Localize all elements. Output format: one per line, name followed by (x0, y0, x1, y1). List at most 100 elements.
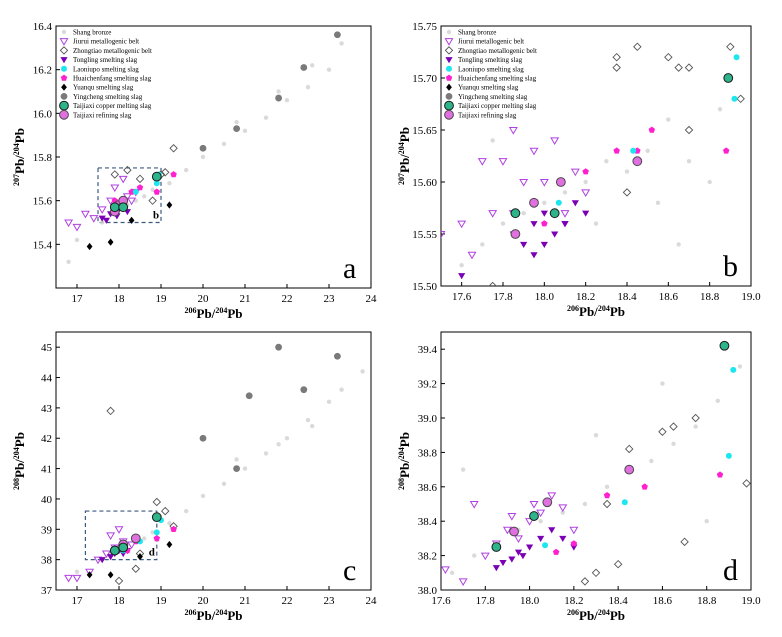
laoniupo-point (153, 529, 160, 536)
tongling-point (98, 215, 106, 222)
y-tick-label: 38.8 (418, 447, 438, 459)
tongling-point (530, 252, 538, 259)
legend-label: Huaichenfang smelting slag (458, 75, 537, 83)
yingcheng-point (233, 465, 241, 472)
taijiaxi_refining-point (130, 533, 141, 544)
legend-marker-taijiaxi_copper (59, 100, 69, 111)
bronze-point (276, 442, 281, 447)
zhongtiao-point (106, 406, 115, 416)
legend-label: Taijiaxi refining slag (458, 111, 517, 119)
laoniupo-point (132, 188, 139, 195)
x-axis-title: 206Pb/204Pb (185, 306, 243, 321)
x-tick-label: 20 (198, 293, 210, 305)
bronze-point (660, 381, 665, 386)
taijiaxi_refining-point (542, 497, 553, 508)
data-points (441, 340, 751, 586)
x-tick-label: 18 (114, 293, 126, 305)
y-tick-label: 16.0 (33, 108, 53, 120)
jiurui-point (558, 504, 568, 513)
bronze-point (542, 200, 547, 205)
taijiaxi_copper-point (151, 512, 162, 523)
zhongtiao-point (160, 168, 170, 177)
jiurui-point (441, 230, 446, 239)
x-tick-label: 18.8 (700, 291, 720, 303)
bronze-point (326, 67, 332, 72)
zhongtiao-point (602, 499, 612, 509)
bronze-point (500, 221, 506, 226)
zhongtiao-point (624, 444, 634, 454)
huaichenfang-point (541, 220, 548, 227)
zhongtiao-point (684, 125, 694, 135)
tongling-point (520, 241, 528, 248)
y-tick-label: 15.60 (412, 177, 437, 189)
jiurui-point (80, 210, 90, 219)
tongling-point (571, 200, 579, 207)
bronze-point (276, 89, 281, 94)
zhongtiao-point (488, 281, 497, 286)
inset-box-label: d (149, 547, 155, 559)
x-tick-label: 23 (324, 293, 336, 305)
panel-letter: b (723, 250, 738, 283)
plot-frame (440, 331, 752, 591)
x-tick-label: 18.4 (617, 291, 637, 303)
jiurui-point (127, 197, 137, 206)
y-axis-title: 207Pb/204Pb (397, 127, 412, 185)
bronze-point (671, 441, 676, 446)
bronze-point (459, 263, 464, 268)
tongling-point (508, 556, 516, 563)
yingcheng-point (199, 434, 207, 442)
taijiaxi_copper-point (723, 73, 734, 83)
y-tick-label: 37 (41, 585, 53, 597)
zhongtiao-point (674, 63, 683, 72)
jiurui-point (581, 189, 591, 197)
x-axis-title: 206Pb/204Pb (567, 608, 625, 623)
bronze-point (582, 501, 588, 507)
legend-label: Yuanqu smelting slag (73, 84, 134, 92)
x-tick-label: 19.0 (741, 291, 761, 303)
legend-label: Shang bronze (458, 29, 496, 37)
x-tick-label: 18 (114, 595, 126, 607)
jiurui-point (560, 210, 570, 218)
tongling-point (492, 565, 500, 572)
taijiaxi_refining-point (555, 177, 566, 187)
bronze-point (339, 41, 344, 46)
bronze-point (100, 220, 105, 225)
legend-marker-tongling (60, 57, 68, 64)
x-tick-label: 17.8 (493, 291, 513, 303)
x-tick-label: 17 (72, 595, 84, 607)
bronze-point (200, 493, 206, 499)
y-tick-label: 39.0 (418, 413, 438, 425)
yuanqu-point (107, 571, 114, 579)
data-points (441, 42, 745, 286)
huaichenfang-point (723, 147, 730, 154)
jiurui-point (525, 518, 535, 526)
zhongtiao-point (160, 506, 170, 516)
x-axis-title: 206Pb/204Pb (567, 304, 625, 319)
bronze-point (310, 423, 315, 429)
x-tick-label: 17 (72, 293, 84, 305)
y-tick-label: 38.6 (418, 482, 438, 494)
yuanqu-point (137, 553, 143, 561)
bronze-point (480, 242, 485, 247)
jiurui-point (507, 513, 517, 521)
bronze-point (472, 553, 477, 558)
y-tick-label: 16.4 (33, 21, 53, 33)
legend-marker-taijiaxi_refining (444, 109, 454, 120)
jiurui-point (477, 158, 487, 166)
taijiaxi_copper-point (151, 171, 162, 182)
huaichenfang-point (153, 535, 160, 542)
zhongtiao-point (736, 94, 745, 104)
bronze-point (521, 211, 526, 216)
yingcheng-point (334, 352, 341, 360)
legend-marker-taijiaxi_copper (444, 100, 454, 111)
y-tick-label: 39.2 (418, 379, 437, 391)
bronze-point (686, 159, 692, 164)
zhongtiao-point (613, 559, 623, 569)
taijiaxi_copper-point (719, 340, 730, 351)
zhongtiao-point (684, 63, 694, 72)
jiurui-point (110, 184, 120, 193)
legend-marker-laoniupo (446, 65, 452, 72)
plot-frame (55, 25, 372, 289)
huaichenfang-point (648, 126, 655, 133)
